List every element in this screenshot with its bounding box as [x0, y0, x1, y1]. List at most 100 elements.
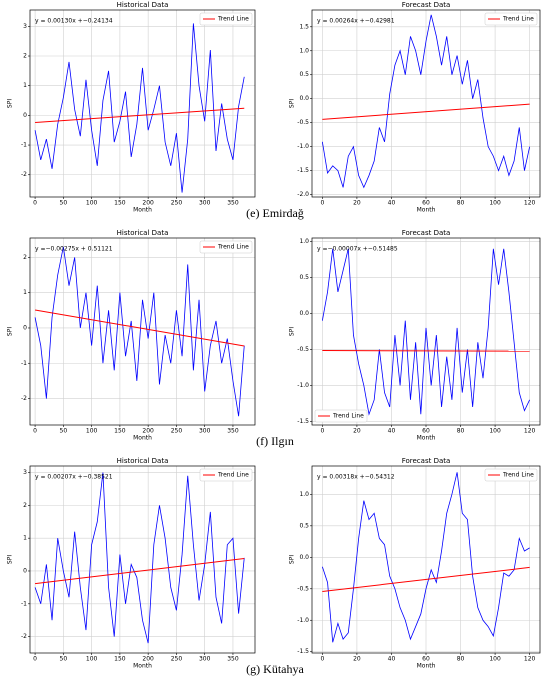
legend-label: Trend Line [502, 472, 534, 479]
y-tick-label: -1.0 [297, 382, 309, 389]
x-tick-label: 0 [320, 428, 324, 435]
y-axis-label: SPI [289, 99, 296, 108]
y-tick-label: -0.5 [297, 119, 309, 126]
x-tick-label: 40 [388, 200, 396, 207]
x-tick-label: 0 [33, 656, 37, 663]
plot-frame [311, 465, 541, 654]
y-tick-label: -1 [21, 142, 27, 149]
x-tick-label: 300 [199, 200, 211, 207]
x-tick-label: 300 [199, 656, 211, 663]
y-tick-label: -1.5 [297, 418, 309, 425]
caption: (g) Kütahya [246, 662, 304, 676]
y-tick-label: 0 [23, 112, 27, 119]
y-tick-label: -1 [21, 600, 27, 607]
y-tick-label: 0.0 [299, 95, 309, 102]
x-axis-label: Month [417, 207, 436, 214]
y-axis-label: SPI [7, 99, 14, 108]
x-tick-label: 40 [388, 656, 396, 663]
x-tick-label: 50 [60, 200, 68, 207]
x-tick-label: 150 [114, 656, 126, 663]
x-tick-label: 80 [457, 656, 465, 663]
y-tick-label: 1.0 [299, 47, 309, 54]
legend-label: Trend Line [217, 16, 249, 23]
x-tick-label: 0 [320, 656, 324, 663]
y-tick-label: 2 [23, 254, 27, 261]
y-axis-label: SPI [7, 555, 14, 564]
x-tick-label: 200 [142, 656, 154, 663]
y-tick-label: 3 [23, 23, 27, 30]
x-tick-label: 150 [114, 428, 126, 435]
caption: (e) Emirdağ [246, 206, 304, 220]
legend-label: Trend Line [502, 16, 534, 23]
y-tick-label: -0.5 [297, 346, 309, 353]
x-tick-label: 200 [142, 428, 154, 435]
x-tick-label: 120 [524, 200, 536, 207]
y-tick-label: -1.5 [297, 648, 309, 655]
x-tick-label: 250 [171, 200, 183, 207]
annotation: y = 0.00130x +−0.24134 [35, 18, 113, 25]
legend-label: Trend Line [217, 244, 249, 251]
x-tick-label: 150 [114, 200, 126, 207]
x-tick-label: 20 [353, 428, 361, 435]
x-tick-label: 250 [171, 428, 183, 435]
x-tick-label: 350 [227, 428, 239, 435]
y-tick-label: -2 [21, 395, 27, 402]
chart-title: Forecast Data [402, 1, 451, 9]
x-tick-label: 200 [142, 200, 154, 207]
x-tick-label: 100 [489, 428, 501, 435]
x-axis-label: Month [133, 207, 152, 214]
data-line [321, 248, 531, 416]
x-tick-label: 300 [199, 428, 211, 435]
y-tick-label: -2 [21, 633, 27, 640]
y-tick-label: 0 [23, 567, 27, 574]
x-tick-label: 40 [388, 428, 396, 435]
x-tick-label: 60 [422, 428, 430, 435]
x-axis-label: Month [133, 663, 152, 670]
x-tick-label: 80 [457, 200, 465, 207]
chart-title: Historical Data [117, 1, 169, 9]
y-tick-label: 2 [23, 53, 27, 60]
x-tick-label: 60 [422, 200, 430, 207]
x-tick-label: 0 [33, 200, 37, 207]
x-tick-label: 120 [524, 656, 536, 663]
x-tick-label: 100 [86, 200, 98, 207]
x-tick-label: 100 [489, 200, 501, 207]
x-tick-label: 350 [227, 656, 239, 663]
y-axis-label: SPI [7, 327, 14, 336]
x-axis-label: Month [417, 435, 436, 442]
data-line [321, 472, 530, 643]
chart-title: Historical Data [117, 229, 169, 237]
trend-line [35, 309, 245, 347]
y-tick-label: -2.0 [297, 191, 309, 198]
x-tick-label: 60 [422, 656, 430, 663]
annotation: y =−0.00007x +−0.51485 [317, 246, 398, 253]
y-tick-label: -1.5 [297, 167, 309, 174]
data-line [321, 14, 531, 189]
x-tick-label: 120 [524, 428, 536, 435]
y-tick-label: 0.0 [299, 310, 309, 317]
trend-line [35, 107, 245, 123]
x-tick-label: 50 [60, 656, 68, 663]
y-tick-label: 1 [23, 289, 27, 296]
annotation: y = 0.00264x +−0.42981 [317, 18, 395, 25]
x-tick-label: 350 [227, 200, 239, 207]
chart-title: Forecast Data [402, 229, 451, 237]
x-tick-label: 250 [171, 656, 183, 663]
x-tick-label: 80 [457, 428, 465, 435]
x-tick-label: 100 [86, 428, 98, 435]
y-axis-label: SPI [289, 327, 296, 336]
y-tick-label: 0.0 [299, 554, 309, 561]
plot-frame [29, 465, 256, 654]
y-axis-label: SPI [289, 555, 296, 564]
legend-box [314, 409, 368, 423]
y-tick-label: -1.0 [297, 143, 309, 150]
data-line [34, 23, 245, 193]
chart-title: Historical Data [117, 457, 169, 465]
x-tick-label: 100 [86, 656, 98, 663]
trend-line [322, 350, 530, 352]
x-axis-label: Month [133, 435, 152, 442]
y-tick-label: -0.5 [297, 585, 309, 592]
plot-frame [29, 237, 256, 426]
annotation: y = 0.00207x +−0.38521 [35, 474, 113, 481]
y-tick-label: 1.5 [299, 23, 309, 30]
